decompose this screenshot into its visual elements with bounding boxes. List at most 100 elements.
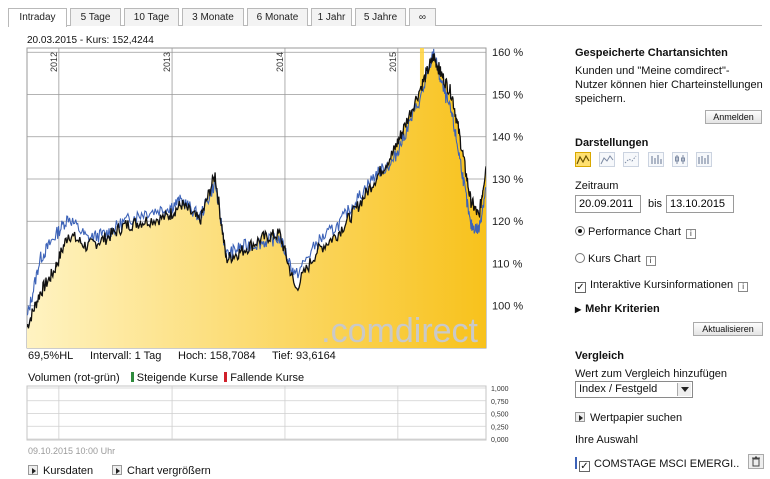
rising-label: Steigende Kurse	[136, 372, 219, 384]
x-tick-label: 2013	[162, 52, 172, 72]
candlestick-chart-type-button[interactable]	[672, 152, 688, 167]
compare-series-line	[27, 48, 486, 316]
y-tick-label: 110 %	[492, 258, 523, 270]
low-value: Tief: 93,6164	[272, 350, 336, 362]
performance-chart[interactable]: .comdirect 160 % 150 % 140 % 130 % 120 % 110 …	[0, 30, 550, 452]
mountain-chart-type-button[interactable]	[599, 152, 615, 167]
dot-line-chart-type-button[interactable]	[623, 152, 639, 167]
performance-chart-option[interactable]: Performance Chart i	[575, 226, 696, 239]
date-from-input[interactable]	[575, 195, 641, 213]
hlc-chart-type-button[interactable]	[696, 152, 712, 167]
hlc-chart-icon	[698, 155, 709, 164]
enlarge-label: Chart vergrößern	[127, 465, 211, 477]
falling-label: Fallende Kurse	[230, 372, 305, 384]
selection-item: ✓ COMSTAGE MSCI EMERGI..	[575, 457, 739, 472]
tab-all-time[interactable]: ∞	[409, 8, 436, 26]
y-tick-label: 120 %	[492, 216, 523, 228]
tab-intraday[interactable]: Intraday	[8, 8, 67, 27]
zeitraum-label: Zeitraum	[575, 180, 619, 192]
mountain-chart-icon	[600, 155, 614, 165]
checkbox-checked-icon[interactable]: ✓	[575, 282, 586, 293]
kurs-chart-label: Kurs Chart	[588, 253, 641, 265]
triangle-right-icon: ▶	[575, 305, 582, 314]
volume-tick-label: 0,750	[491, 399, 509, 406]
comparison-select-value: Index / Festgeld	[579, 383, 658, 395]
volume-tick-labels: 1,000 0,750 0,500 0,250 0,000	[491, 386, 509, 444]
dot-chart-icon	[624, 155, 637, 164]
watermark-logo: .comdirect	[321, 312, 478, 350]
line-chart-icon	[576, 154, 590, 165]
candlestick-icon	[675, 155, 685, 164]
series-color-marker	[575, 457, 577, 469]
vergleich-text: Wert zum Vergleich hinzufügen	[575, 368, 728, 380]
search-security-label: Wertpapier suchen	[590, 412, 683, 424]
y-tick-label: 150 %	[492, 89, 523, 101]
kursdaten-link[interactable]: Kursdaten	[28, 465, 93, 477]
x-tick-label: 2014	[275, 52, 285, 72]
login-button[interactable]: Anmelden	[705, 110, 762, 124]
search-security-link[interactable]: Wertpapier suchen	[575, 412, 682, 424]
saved-views-title: Gespeicherte Chartansichten	[575, 47, 728, 59]
arrow-right-icon	[28, 465, 38, 475]
enlarge-chart-link[interactable]: Chart vergrößern	[112, 465, 211, 477]
update-button[interactable]: Aktualisieren	[693, 322, 763, 336]
y-tick-label: 160 %	[492, 47, 523, 59]
delete-selection-button[interactable]	[748, 454, 764, 469]
selection-item-label: COMSTAGE MSCI EMERGI..	[594, 458, 740, 470]
info-icon[interactable]: i	[738, 282, 749, 292]
volume-legend: Volumen (rot-grün) Steigende Kurse Falle…	[28, 372, 304, 384]
saved-views-text: speichern.	[575, 93, 626, 105]
volume-tick-label: 0,250	[491, 424, 509, 431]
bar-chart-type-button[interactable]	[648, 152, 664, 167]
tab-1-jahr[interactable]: 1 Jahr	[311, 8, 352, 26]
trash-icon	[752, 456, 760, 467]
volume-tick-label: 0,000	[491, 437, 509, 444]
timeframe-tabs: Intraday 5 Tage 10 Tage 3 Monate 6 Monat…	[8, 8, 762, 27]
rising-marker	[130, 372, 134, 382]
info-icon[interactable]: i	[685, 229, 696, 239]
x-tick-label: 2012	[49, 52, 59, 72]
checkbox-checked-icon[interactable]: ✓	[579, 461, 590, 472]
interactive-info-label: Interaktive Kursinformationen	[590, 279, 734, 291]
saved-views-text: Kunden und "Meine comdirect"-	[575, 65, 730, 77]
interactive-info-option[interactable]: ✓ Interaktive Kursinformationen i	[575, 279, 749, 293]
radio-unselected-icon	[575, 253, 585, 263]
arrow-right-icon	[112, 465, 122, 475]
kursdaten-label: Kursdaten	[43, 465, 94, 477]
x-tick-labels: 2012 2013 2014 2015	[49, 52, 398, 72]
y-tick-labels: 160 % 150 % 140 % 130 % 120 % 110 % 100 %	[492, 47, 523, 313]
line-chart-type-button[interactable]	[575, 152, 591, 167]
tab-10-tage[interactable]: 10 Tage	[124, 8, 179, 26]
arrow-right-icon	[575, 412, 585, 422]
kurs-chart-option[interactable]: Kurs Chart i	[575, 253, 656, 266]
performance-chart-label: Performance Chart	[588, 226, 681, 238]
comparison-select[interactable]: Index / Festgeld	[575, 381, 693, 398]
selection-label: Ihre Auswahl	[575, 434, 638, 446]
darstellungen-title: Darstellungen	[575, 137, 649, 149]
saved-views-text: Nutzer können hier Charteinstellungen	[575, 79, 763, 91]
tab-3-monate[interactable]: 3 Monate	[182, 8, 244, 26]
volume-timestamp: 09.10.2015 10:00 Uhr	[28, 446, 116, 456]
tab-6-monate[interactable]: 6 Monate	[247, 8, 308, 26]
info-icon[interactable]: i	[645, 256, 656, 266]
date-to-input[interactable]	[666, 195, 734, 213]
volume-tick-label: 0,500	[491, 412, 509, 419]
high-value: Hoch: 158,7084	[178, 350, 256, 362]
volume-tick-label: 1,000	[491, 386, 509, 393]
y-tick-label: 100 %	[492, 301, 523, 313]
performance-area	[27, 53, 486, 348]
volume-gridlines	[27, 386, 486, 440]
radio-selected-icon	[575, 226, 585, 236]
ohlc-chart-icon	[651, 155, 662, 164]
tab-5-jahre[interactable]: 5 Jahre	[355, 8, 406, 26]
chevron-down-icon	[677, 383, 691, 396]
more-criteria-toggle[interactable]: ▶ Mehr Kriterien	[575, 303, 660, 315]
tab-5-tage[interactable]: 5 Tage	[70, 8, 121, 26]
hl-range: 69,5%HL	[28, 350, 74, 362]
chart-header: 20.03.2015 - Kurs: 152,4244	[27, 35, 154, 46]
volume-panel: 1,000 0,750 0,500 0,250 0,000	[26, 385, 509, 444]
volume-label: Volumen (rot-grün)	[28, 372, 120, 384]
date-separator: bis	[648, 198, 663, 210]
interval-label: Intervall: 1 Tag	[90, 350, 162, 362]
y-tick-label: 130 %	[492, 174, 523, 186]
